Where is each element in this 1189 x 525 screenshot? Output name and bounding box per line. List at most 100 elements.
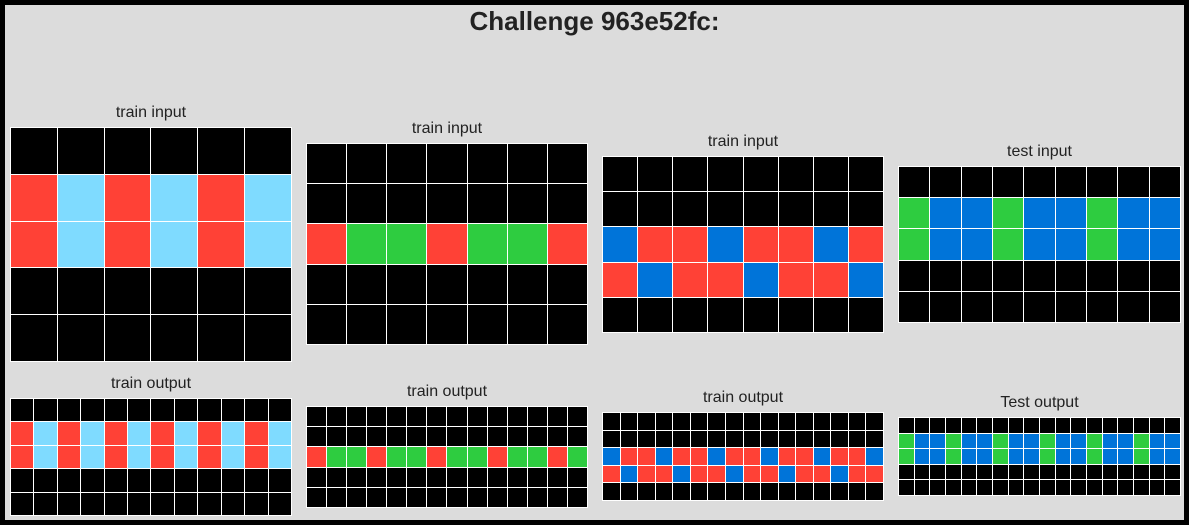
grid-cell xyxy=(367,487,387,507)
grid-cell xyxy=(104,174,151,221)
grid-cell xyxy=(1149,464,1165,480)
grid-cell xyxy=(1024,480,1039,495)
grid-cell xyxy=(467,427,487,447)
grid-cell xyxy=(725,430,743,448)
grid-cell xyxy=(899,291,930,322)
grid-cell xyxy=(778,430,796,448)
grid-cell xyxy=(1102,418,1118,433)
grid-cell xyxy=(930,480,945,495)
grid-cell xyxy=(128,422,151,445)
grid-cell xyxy=(427,467,447,487)
grid-cell xyxy=(467,264,507,304)
grid-cell xyxy=(743,157,778,192)
grid-cell xyxy=(603,192,638,227)
grid-cell xyxy=(427,264,467,304)
grid-cell xyxy=(245,445,268,469)
grid-cell xyxy=(11,492,34,515)
grid-cell xyxy=(1149,260,1180,291)
grid-cell xyxy=(866,483,883,500)
grid-cell xyxy=(778,262,813,297)
grid-cell xyxy=(1040,480,1055,495)
grid-cell xyxy=(673,448,690,465)
grid-cell xyxy=(547,447,567,467)
grid-cell xyxy=(1087,433,1102,449)
grid-cell xyxy=(1134,480,1149,495)
grid-cell xyxy=(930,418,945,433)
grid-cell xyxy=(655,430,673,448)
grid-cell xyxy=(638,262,673,297)
grid-cell xyxy=(638,448,655,465)
grid-cell xyxy=(245,469,268,492)
grid-cell xyxy=(407,467,427,487)
grid-cell xyxy=(961,198,992,229)
grid-cell xyxy=(1102,449,1118,464)
grid-cell xyxy=(307,184,347,224)
grid-cell xyxy=(914,433,930,449)
grid-cell xyxy=(743,297,778,332)
grid-cell xyxy=(1055,433,1071,449)
grid-cell xyxy=(507,447,527,467)
grid-cell xyxy=(761,483,778,500)
grid-cell xyxy=(467,304,507,344)
grid-cell xyxy=(104,445,128,469)
grid-cell xyxy=(961,433,977,449)
grid-cell xyxy=(507,144,547,184)
grid-cell xyxy=(57,174,104,221)
grid-cell xyxy=(327,427,347,447)
grid-cell xyxy=(11,469,34,492)
grid-cell xyxy=(407,487,427,507)
grid-cell xyxy=(307,447,327,467)
grid-cell xyxy=(603,262,638,297)
grid-cell xyxy=(307,304,347,344)
grid-cell xyxy=(245,221,291,268)
grid-cell xyxy=(447,407,467,427)
grid-cell xyxy=(57,399,81,422)
grid-cell xyxy=(813,262,848,297)
grid-cell xyxy=(527,407,547,427)
grid-cell xyxy=(427,304,467,344)
grid-cell xyxy=(11,221,57,268)
grid-cell xyxy=(813,227,848,262)
grid-cell xyxy=(813,297,848,332)
grid-cell xyxy=(11,174,57,221)
grid-cell xyxy=(1071,480,1086,495)
grid-cell xyxy=(327,487,347,507)
grid-cell xyxy=(507,427,527,447)
grid-cell xyxy=(1149,449,1165,464)
grid-cell xyxy=(708,483,725,500)
grid-cell xyxy=(690,413,708,430)
grid-cell xyxy=(467,467,487,487)
grid-cell xyxy=(1008,464,1024,480)
grid-cell xyxy=(81,399,104,422)
grid-cell xyxy=(467,487,487,507)
grid-cell xyxy=(11,422,34,445)
grid-cell xyxy=(327,467,347,487)
grid-cell xyxy=(914,449,930,464)
grid-cell xyxy=(567,427,587,447)
grid-cell xyxy=(1071,449,1086,464)
grid-cell xyxy=(673,262,708,297)
grid-cell xyxy=(151,315,198,361)
grid-cell xyxy=(347,144,387,184)
grid-cell xyxy=(866,430,883,448)
grid-cell xyxy=(1071,464,1086,480)
grid-cell xyxy=(81,422,104,445)
grid-cell xyxy=(778,297,813,332)
grid-cell xyxy=(977,418,992,433)
grid-cell xyxy=(1040,449,1055,464)
grid-cell xyxy=(327,447,347,467)
grid-cell xyxy=(1087,464,1102,480)
grid-cell xyxy=(221,399,245,422)
grid-cell xyxy=(1149,167,1180,198)
grid-cell xyxy=(11,315,57,361)
grid-cell xyxy=(930,291,961,322)
grid-cell xyxy=(128,445,151,469)
grid-cell xyxy=(427,427,447,447)
panel-label-train-input-1: train input xyxy=(115,104,187,121)
grid-cell xyxy=(487,487,507,507)
grid-cell xyxy=(638,297,673,332)
grid-cell xyxy=(848,262,883,297)
grid-cell xyxy=(221,469,245,492)
grid-cell xyxy=(104,128,151,174)
grid-cell xyxy=(1055,167,1086,198)
